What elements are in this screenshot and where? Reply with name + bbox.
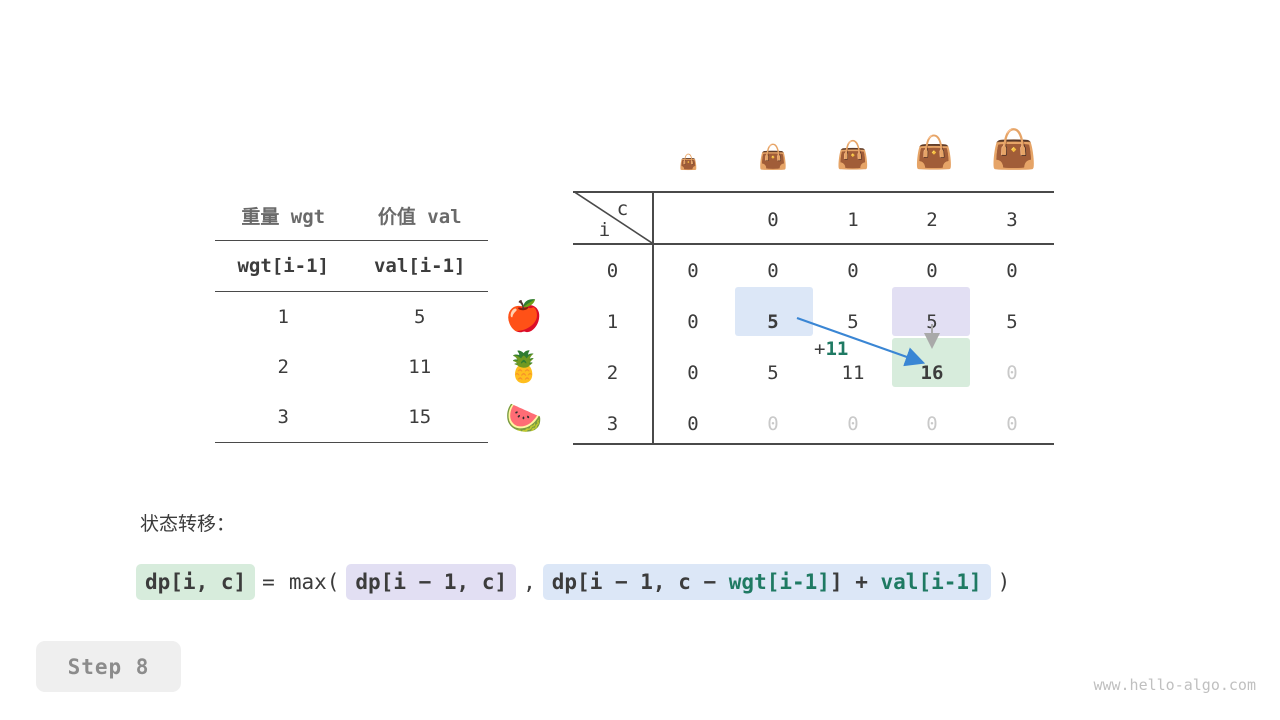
left-table-header-val: 价值 val xyxy=(351,190,488,241)
left-table-subheader-wgt: wgt[i-1] xyxy=(215,240,352,292)
plus-value: 11 xyxy=(825,338,849,360)
bag-capacity-4-icon: 👜 xyxy=(990,127,1038,171)
formula-skip-term: dp[i − 1, c] xyxy=(346,564,517,600)
formula-equals: = xyxy=(262,570,275,594)
left-table-subheader-val: val[i-1] xyxy=(351,240,488,292)
formula-close-paren: ) xyxy=(997,570,1011,594)
bag-capacity-3-icon: 👜 xyxy=(914,133,954,171)
watermark: www.hello-algo.com xyxy=(1093,676,1256,694)
dp-cell-3-3: 0 xyxy=(926,413,938,435)
dp-col-header-1: 1 xyxy=(847,209,859,231)
formula-take-wgt: wgt[i-1] xyxy=(728,570,830,594)
dp-cell-0-2: 0 xyxy=(847,260,859,282)
weight-value-table: 重量 wgt 价值 val wgt[i-1] val[i-1] 1 5 2 11… xyxy=(215,190,488,443)
dp-table-line-bottom xyxy=(573,443,1054,445)
dp-axis-label-i: i xyxy=(598,219,611,241)
watermelon-icon: 🍉 xyxy=(505,401,543,436)
left-table-cell-wgt-1: 1 xyxy=(277,306,289,328)
formula-comma: , xyxy=(523,570,536,594)
formula-take-term: dp[i − 1, c − wgt[i-1]] + val[i-1] xyxy=(542,564,991,600)
left-table-cell-wgt-3: 3 xyxy=(215,392,352,443)
plus-sign: + xyxy=(814,338,826,360)
dp-row-header-0: 0 xyxy=(606,260,619,282)
bag-capacity-1-icon: 👜 xyxy=(758,143,788,171)
dp-cell-0-4: 0 xyxy=(1006,260,1018,282)
dp-cell-2-1: 5 xyxy=(767,362,779,384)
dp-axis-label-c: c xyxy=(616,198,629,220)
dp-cell-1-2: 5 xyxy=(847,311,859,333)
dp-table-line-top xyxy=(573,191,1054,193)
dp-cell-0-0: 0 xyxy=(687,260,699,282)
dp-table-corner-diagonal xyxy=(573,191,652,243)
formula-take-mid: ] + xyxy=(829,570,881,594)
dp-cell-1-1: 5 xyxy=(767,311,779,333)
dp-col-header-2: 2 xyxy=(926,209,938,231)
dp-cell-2-3: 16 xyxy=(920,362,944,384)
dp-cell-0-3: 0 xyxy=(926,260,938,282)
dp-row-header-2: 2 xyxy=(606,362,619,384)
arrow-plus-annotation: +11 xyxy=(814,338,848,360)
left-table-header-wgt: 重量 wgt xyxy=(215,190,352,241)
dp-col-header-3: 3 xyxy=(1006,209,1018,231)
formula-take-prefix: dp[i − 1, c − xyxy=(551,570,729,594)
left-table-cell-val-2: 11 xyxy=(408,356,432,378)
state-transition-title: 状态转移： xyxy=(140,513,236,535)
dp-cell-3-4: 0 xyxy=(1006,413,1018,435)
dp-table: i c 0 1 2 3 0 0 1 2 3 0 0 0 0 0 0 5 5 5 … xyxy=(573,191,1054,445)
dp-col-header-0: 0 xyxy=(767,209,779,231)
left-table-cell-val-1: 5 xyxy=(414,306,426,328)
dp-cell-1-0: 0 xyxy=(687,311,699,333)
dp-cell-3-1: 0 xyxy=(767,413,779,435)
bag-capacity-2-icon: 👜 xyxy=(836,140,870,171)
dp-table-line-vertical xyxy=(652,191,654,445)
state-transition-formula: dp[i, c] = max( dp[i − 1, c] , dp[i − 1,… xyxy=(136,560,1017,604)
apple-icon: 🍎 xyxy=(505,299,543,334)
dp-row-header-3: 3 xyxy=(606,413,619,435)
dp-cell-1-3: 5 xyxy=(926,311,938,333)
dp-cell-2-4: 0 xyxy=(1006,362,1018,384)
dp-table-line-header xyxy=(573,243,1054,245)
step-badge: Step 8 xyxy=(36,641,181,692)
left-table-cell-val-3: 15 xyxy=(351,392,488,443)
left-table-cell-wgt-2: 2 xyxy=(277,356,289,378)
pineapple-icon: 🍍 xyxy=(505,350,543,385)
dp-cell-2-0: 0 xyxy=(687,362,699,384)
dp-cell-3-2: 0 xyxy=(847,413,859,435)
dp-cell-2-2: 11 xyxy=(841,362,865,384)
dp-cell-3-0: 0 xyxy=(687,413,699,435)
bag-capacity-0-icon: 👜 xyxy=(679,153,698,171)
dp-cell-1-4: 5 xyxy=(1006,311,1018,333)
dp-cell-0-1: 0 xyxy=(767,260,779,282)
formula-max-open: max( xyxy=(288,570,340,594)
formula-take-val: val[i-1] xyxy=(880,570,982,594)
formula-target: dp[i, c] xyxy=(136,564,256,600)
dp-row-header-1: 1 xyxy=(606,311,619,333)
